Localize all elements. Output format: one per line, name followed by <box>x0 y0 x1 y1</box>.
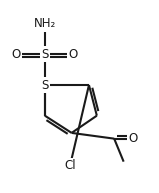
Text: NH₂: NH₂ <box>34 17 56 30</box>
Text: Cl: Cl <box>64 159 76 172</box>
Text: O: O <box>12 48 21 61</box>
Text: S: S <box>41 79 48 91</box>
Text: O: O <box>69 48 78 61</box>
Text: O: O <box>128 132 138 145</box>
Text: S: S <box>41 48 48 61</box>
